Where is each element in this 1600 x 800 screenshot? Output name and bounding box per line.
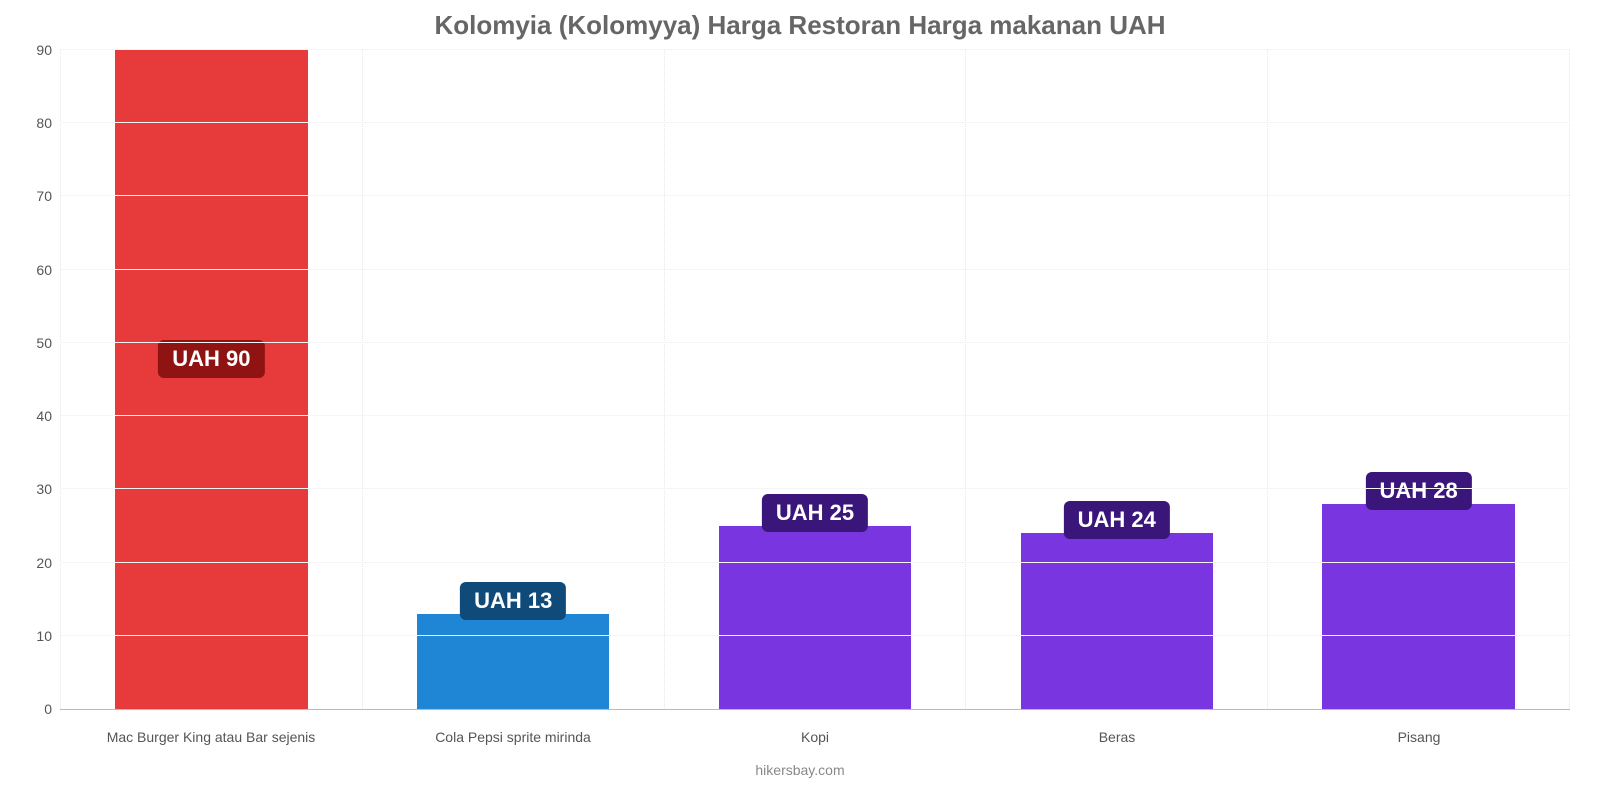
x-tick-label: Kopi bbox=[664, 729, 966, 745]
y-tick-label: 90 bbox=[20, 42, 52, 58]
bar-slot: UAH 24 bbox=[966, 50, 1268, 709]
bar-slot: UAH 90 bbox=[60, 50, 363, 709]
grid-line bbox=[60, 269, 1570, 270]
bar-slot: UAH 28 bbox=[1268, 50, 1570, 709]
value-badge: UAH 13 bbox=[460, 582, 566, 620]
value-badge: UAH 25 bbox=[762, 494, 868, 532]
bar-slot: UAH 13 bbox=[363, 50, 665, 709]
bar-slot: UAH 25 bbox=[665, 50, 967, 709]
y-tick-label: 70 bbox=[20, 188, 52, 204]
bar: UAH 25 bbox=[719, 526, 912, 709]
chart-title: Kolomyia (Kolomyya) Harga Restoran Harga… bbox=[0, 10, 1600, 41]
grid-line bbox=[60, 635, 1570, 636]
grid-line bbox=[60, 122, 1570, 123]
bar: UAH 24 bbox=[1021, 533, 1214, 709]
grid-line bbox=[60, 195, 1570, 196]
y-tick-label: 20 bbox=[20, 555, 52, 571]
grid-line bbox=[60, 342, 1570, 343]
y-tick-label: 50 bbox=[20, 335, 52, 351]
x-axis-labels: Mac Burger King atau Bar sejenisCola Pep… bbox=[60, 729, 1570, 745]
price-bar-chart: Kolomyia (Kolomyya) Harga Restoran Harga… bbox=[0, 0, 1600, 800]
y-tick-label: 60 bbox=[20, 262, 52, 278]
y-tick-label: 40 bbox=[20, 408, 52, 424]
bar: UAH 13 bbox=[417, 614, 610, 709]
x-tick-label: Mac Burger King atau Bar sejenis bbox=[60, 729, 362, 745]
y-tick-label: 0 bbox=[20, 701, 52, 717]
bars-container: UAH 90 UAH 13 UAH 25 UAH 24 UAH 28 bbox=[60, 50, 1570, 709]
bar: UAH 28 bbox=[1322, 504, 1515, 709]
grid-line bbox=[60, 562, 1570, 563]
grid-line bbox=[60, 488, 1570, 489]
credit-text: hikersbay.com bbox=[0, 762, 1600, 778]
value-badge: UAH 28 bbox=[1365, 472, 1471, 510]
grid-line bbox=[60, 49, 1570, 50]
bar: UAH 90 bbox=[115, 50, 308, 709]
value-badge: UAH 90 bbox=[158, 340, 264, 378]
x-tick-label: Pisang bbox=[1268, 729, 1570, 745]
value-badge: UAH 24 bbox=[1064, 501, 1170, 539]
plot-area: UAH 90UAH 13UAH 25UAH 24UAH 28 010203040… bbox=[60, 50, 1570, 710]
y-tick-label: 80 bbox=[20, 115, 52, 131]
grid-line bbox=[60, 415, 1570, 416]
y-tick-label: 10 bbox=[20, 628, 52, 644]
x-tick-label: Cola Pepsi sprite mirinda bbox=[362, 729, 664, 745]
y-tick-label: 30 bbox=[20, 481, 52, 497]
x-tick-label: Beras bbox=[966, 729, 1268, 745]
